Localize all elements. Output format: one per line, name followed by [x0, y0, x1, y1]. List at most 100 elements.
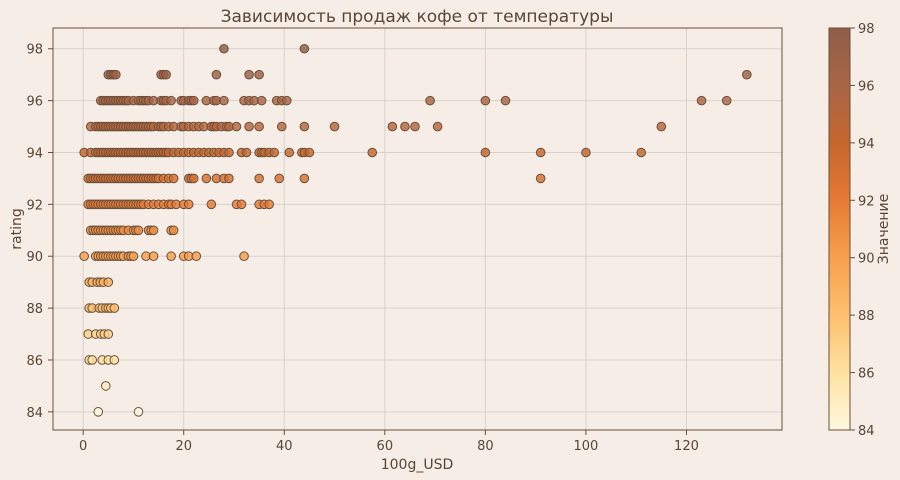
data-point [168, 173, 179, 184]
data-point [721, 95, 732, 106]
data-point [103, 277, 114, 287]
chart-title: Зависимость продаж кофе от температуры [221, 7, 614, 27]
data-point [696, 95, 707, 106]
data-point [161, 69, 171, 80]
colorbar-ticks: 84 86 88 90 92 94 96 98 [850, 22, 875, 439]
y-axis-label: rating [9, 208, 25, 249]
data-point [87, 355, 98, 365]
data-point [636, 147, 647, 158]
data-point [581, 147, 591, 158]
data-point [206, 199, 217, 210]
colorbar-tick-label: 86 [858, 367, 875, 382]
data-point [211, 69, 222, 80]
data-point [93, 407, 104, 417]
data-point [244, 69, 254, 80]
data-point [219, 95, 229, 106]
colorbar-label: Значение [876, 194, 892, 264]
colorbar [828, 27, 851, 431]
data-point [425, 95, 435, 106]
data-point [269, 147, 280, 158]
x-axis-ticks: 0 20 40 60 80 100 120 [79, 430, 699, 454]
y-tick-label: 90 [26, 250, 43, 265]
data-point [183, 199, 194, 210]
data-point [281, 95, 292, 106]
y-axis-ticks: 84 86 88 90 92 94 96 98 [26, 43, 53, 421]
data-point [274, 173, 285, 184]
data-point [387, 121, 398, 132]
data-point [432, 121, 443, 132]
data-point [188, 173, 199, 184]
data-point [254, 69, 264, 80]
x-axis-label: 100g_USD [381, 457, 454, 473]
data-point [148, 251, 159, 262]
data-point [224, 173, 234, 184]
data-point [254, 173, 264, 184]
y-tick-label: 98 [26, 43, 43, 58]
data-point [410, 121, 420, 132]
data-point [224, 147, 234, 158]
data-point [109, 355, 120, 365]
data-point [166, 95, 176, 106]
data-point [480, 147, 491, 158]
data-point [191, 251, 202, 262]
x-tick-label: 100 [574, 439, 599, 454]
colorbar-tick-label: 92 [858, 194, 875, 209]
data-point [100, 381, 111, 391]
y-tick-label: 96 [26, 95, 43, 110]
data-point [656, 121, 667, 132]
data-point [254, 121, 264, 132]
data-point [239, 251, 249, 262]
data-point [241, 147, 252, 158]
data-point [299, 43, 310, 54]
data-point [103, 329, 114, 339]
grid-lines [53, 28, 782, 430]
data-point [188, 95, 199, 106]
data-point [480, 95, 491, 106]
data-point [500, 95, 511, 106]
colorbar-tick-label: 90 [858, 252, 875, 267]
data-point [244, 121, 254, 132]
colorbar-tick-label: 94 [858, 137, 875, 152]
data-point [535, 173, 546, 184]
x-tick-label: 80 [477, 439, 494, 454]
data-point [128, 251, 139, 262]
plot-frame [52, 27, 783, 431]
data-point [219, 43, 229, 54]
data-point [264, 199, 274, 210]
colorbar-tick-label: 84 [858, 424, 875, 439]
data-point [329, 121, 340, 132]
colorbar-tick-label: 88 [858, 309, 875, 324]
y-tick-label: 94 [26, 146, 43, 161]
data-point [109, 303, 120, 313]
data-point [168, 225, 179, 236]
y-tick-label: 84 [26, 406, 43, 421]
colorbar-tick-label: 98 [858, 22, 875, 37]
x-tick-label: 120 [674, 439, 699, 454]
x-tick-label: 0 [79, 439, 87, 454]
y-tick-label: 88 [26, 302, 43, 317]
data-point [299, 173, 310, 184]
y-tick-label: 92 [26, 198, 43, 213]
data-point [111, 69, 121, 80]
data-point [256, 95, 267, 106]
data-point [742, 69, 752, 80]
data-point [304, 147, 315, 158]
data-points [79, 43, 752, 417]
x-tick-label: 60 [377, 439, 394, 454]
data-point [148, 225, 159, 236]
data-point [201, 173, 212, 184]
data-point [133, 407, 144, 417]
data-point [231, 121, 242, 132]
data-point [367, 147, 378, 158]
data-point [299, 121, 310, 132]
data-point [236, 199, 247, 210]
x-tick-label: 20 [175, 439, 192, 454]
data-point [276, 121, 287, 132]
data-point [166, 251, 176, 262]
data-point [400, 121, 410, 132]
data-point [79, 251, 89, 262]
data-point [133, 225, 144, 236]
y-tick-label: 86 [26, 354, 43, 369]
data-point [284, 147, 295, 158]
